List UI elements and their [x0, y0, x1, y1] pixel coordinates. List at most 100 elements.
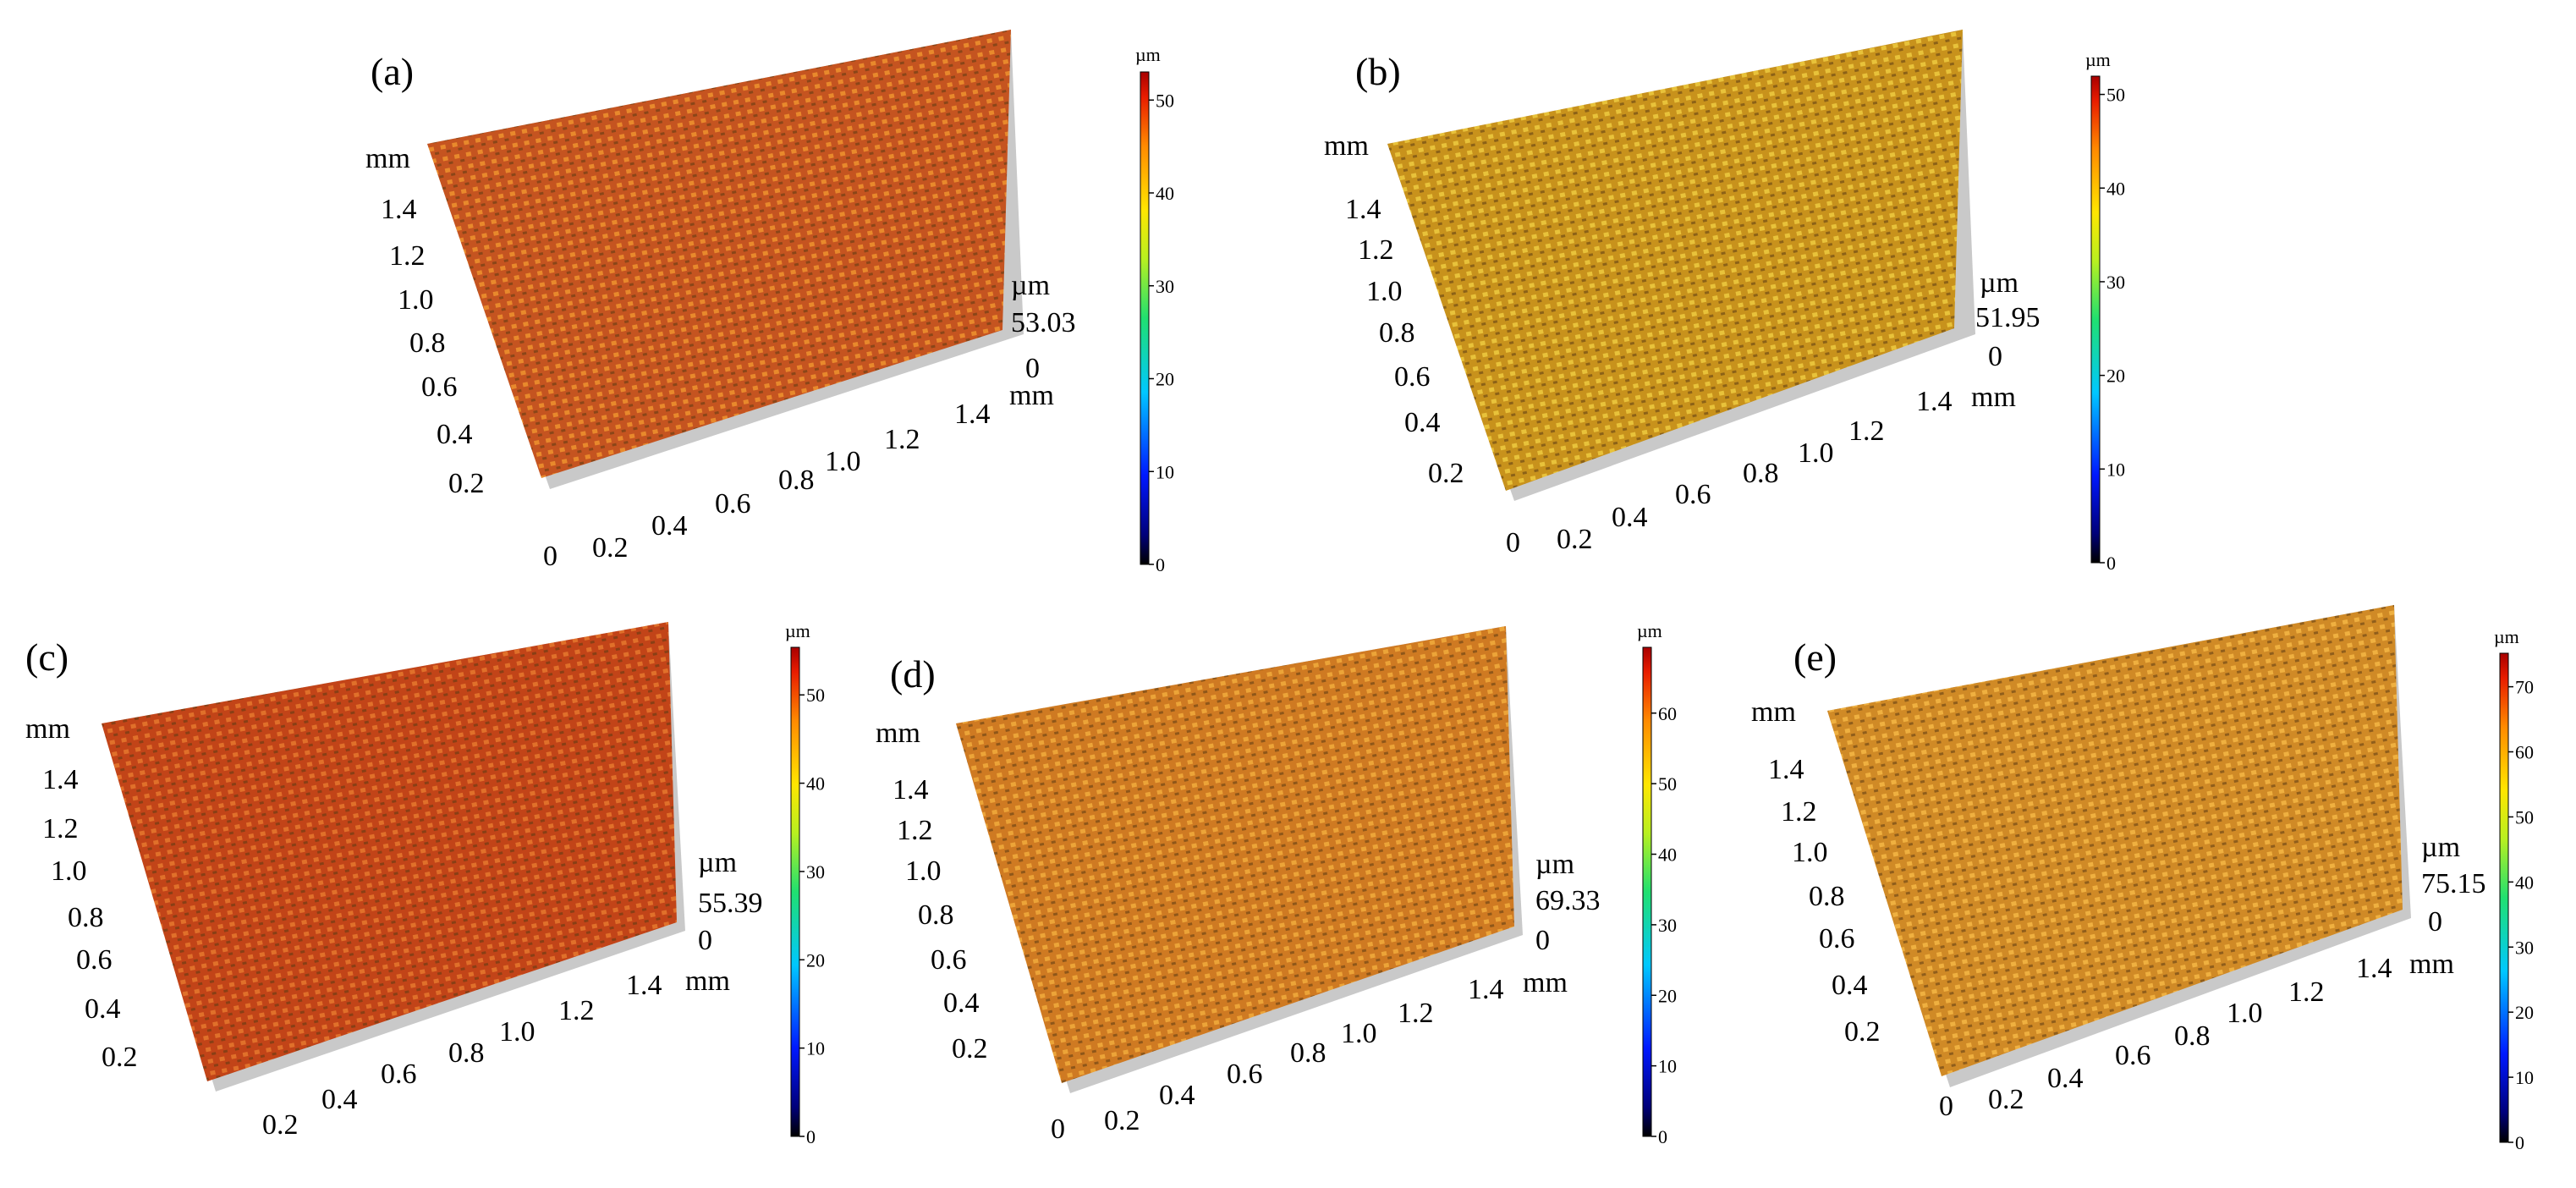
z-zero-value: 0	[1025, 353, 1040, 384]
x-tick: 0.2	[1557, 524, 1593, 555]
panel-b: (b) mm 1.4 1.2 1.0 0.8 0.6 0.4 0.2 0 0.2…	[1324, 30, 2125, 574]
x-axis-unit: mm	[2409, 949, 2454, 980]
colorbar-tick: 20	[1658, 985, 1677, 1006]
z-unit: µm	[1535, 849, 1574, 880]
y-tick: 0.8	[1379, 317, 1415, 349]
x-tick: 1.2	[558, 995, 595, 1026]
z-scale: µm 51.95 0	[1975, 267, 2040, 372]
x-axis: 0.2 0.4 0.6 0.8 1.0 1.2 1.4 mm	[262, 965, 730, 1141]
x-tick: 1.4	[1916, 386, 1953, 417]
colorbar-tick: 40	[2106, 178, 2125, 199]
panel-label: (a)	[371, 50, 414, 93]
z-max-value: 55.39	[698, 888, 763, 919]
colorbar-tick: 10	[1156, 461, 1174, 482]
colorbar-tick: 0	[1156, 554, 1165, 575]
y-tick: 0.2	[952, 1033, 988, 1064]
colorbar-tick: 30	[2106, 272, 2125, 293]
colorbar-gradient	[1642, 646, 1652, 1137]
x-tick: 1.4	[2356, 953, 2392, 984]
x-tick: 0.2	[592, 532, 629, 564]
colorbar-tick: 20	[1156, 369, 1174, 390]
z-zero-value: 0	[1535, 925, 1550, 956]
z-scale: µm 53.03 0	[1011, 270, 1076, 384]
panel-d: (d) mm 1.4 1.2 1.0 0.8 0.6 0.4 0.2 0 0.2…	[876, 620, 1677, 1147]
z-max-value: 75.15	[2421, 868, 2486, 899]
y-tick: 1.4	[42, 764, 79, 795]
colorbar-tick: 50	[1156, 90, 1174, 111]
z-scale: µm 75.15 0	[2421, 832, 2486, 938]
surface-3d	[1827, 605, 2411, 1087]
x-tick: 1.0	[1341, 1018, 1377, 1049]
y-tick: 0.6	[1394, 361, 1431, 393]
y-tick: 0.6	[931, 944, 967, 976]
colorbar-gradient	[2090, 75, 2101, 564]
x-tick: 1.2	[1848, 415, 1885, 447]
colorbar-tick: 70	[2515, 677, 2534, 698]
x-tick: 0.2	[1104, 1105, 1140, 1136]
colorbar: µm 60 50 40 30 20 10 0	[1637, 620, 1677, 1147]
y-tick: 0.8	[68, 902, 104, 933]
colorbar-tick: 30	[1156, 276, 1174, 297]
x-axis: 0 0.2 0.4 0.6 0.8 1.0 1.2 1.4 mm	[1051, 967, 1568, 1145]
colorbar-tick: 60	[1658, 703, 1677, 724]
y-axis-unit: mm	[25, 713, 70, 745]
z-scale: µm 69.33 0	[1535, 849, 1601, 956]
surface-top	[956, 626, 1514, 1083]
colorbar-gradient	[2499, 652, 2509, 1143]
colorbar-unit: µm	[2085, 49, 2111, 70]
x-tick: 0.8	[2174, 1020, 2211, 1052]
y-tick: 0.8	[918, 899, 954, 931]
x-axis-unit: mm	[1971, 382, 2016, 413]
colorbar-tick: 10	[1658, 1056, 1677, 1077]
x-tick: 1.0	[1798, 437, 1834, 469]
x-tick: 0.6	[381, 1059, 417, 1090]
colorbar-tick: 40	[1658, 844, 1677, 866]
y-tick: 1.2	[897, 815, 933, 846]
x-tick: 0.8	[1743, 458, 1779, 489]
y-tick: 1.0	[1366, 276, 1403, 307]
colorbar: µm 50 40 30 20 10 0	[785, 620, 825, 1147]
z-scale: µm 55.39 0	[698, 847, 763, 956]
x-tick: 0.4	[321, 1084, 358, 1115]
panel-c: (c) mm 1.4 1.2 1.0 0.8 0.6 0.4 0.2 0.2 0…	[25, 620, 825, 1147]
colorbar-tick: 30	[2515, 937, 2534, 958]
panel-label: (e)	[1793, 635, 1837, 679]
z-zero-value: 0	[698, 925, 712, 956]
x-tick: 0.2	[1988, 1084, 2024, 1115]
x-tick: 1.0	[2227, 998, 2263, 1029]
panel-a: (a) mm 1.4 1.2 1.0 0.8 0.6 0.4 0.2 0 0.2…	[365, 30, 1174, 575]
x-tick: 0	[1506, 527, 1520, 558]
x-axis: 0 0.2 0.4 0.6 0.8 1.0 1.2 1.4 mm	[1939, 949, 2454, 1122]
surface-top	[1387, 30, 1963, 491]
colorbar: µm 70 60 50 40 30 20 10 0	[2494, 626, 2534, 1153]
surface-top	[102, 622, 677, 1081]
colorbar-tick: 40	[2515, 872, 2534, 893]
colorbar-tick: 20	[2106, 366, 2125, 387]
x-tick: 1.2	[1398, 998, 1434, 1029]
y-tick: 1.2	[42, 813, 79, 844]
y-tick: 1.4	[893, 774, 929, 806]
x-tick: 1.0	[499, 1016, 536, 1048]
x-tick: 1.2	[2288, 976, 2325, 1008]
y-tick: 0.4	[1404, 407, 1441, 438]
x-tick: 0	[1939, 1091, 1953, 1122]
panel-e: (e) mm 1.4 1.2 1.0 0.8 0.6 0.4 0.2 0 0.2…	[1751, 605, 2534, 1153]
x-tick: 0.8	[778, 465, 815, 496]
y-axis: mm 1.4 1.2 1.0 0.8 0.6 0.4 0.2	[1324, 130, 1464, 489]
y-axis: mm 1.4 1.2 1.0 0.8 0.6 0.4 0.2	[1751, 696, 1881, 1048]
surface-3d	[427, 30, 1024, 489]
colorbar-tick: 30	[1658, 915, 1677, 936]
colorbar-tick: 60	[2515, 742, 2534, 763]
panel-label: (c)	[25, 635, 69, 679]
x-tick: 0.6	[1227, 1059, 1263, 1090]
y-axis-unit: mm	[876, 718, 920, 749]
x-tick: 0.4	[1612, 502, 1648, 533]
colorbar-unit: µm	[785, 620, 810, 641]
y-axis: mm 1.4 1.2 1.0 0.8 0.6 0.4 0.2	[25, 713, 138, 1073]
x-axis-unit: mm	[1523, 967, 1568, 998]
z-max-value: 51.95	[1975, 302, 2040, 333]
colorbar-tick: 50	[806, 685, 825, 706]
z-max-value: 69.33	[1535, 885, 1601, 916]
z-unit: µm	[2421, 832, 2460, 863]
y-tick: 1.2	[389, 240, 426, 272]
